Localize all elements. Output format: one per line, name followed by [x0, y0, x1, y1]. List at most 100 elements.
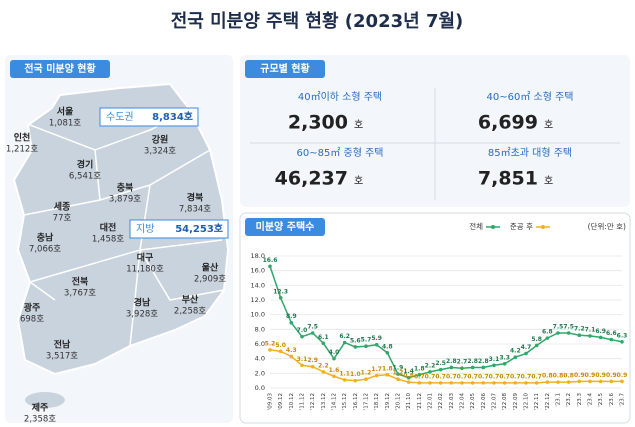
data-point [332, 356, 336, 361]
data-point [556, 380, 560, 384]
data-point [609, 379, 614, 384]
summary-name: 지방 [136, 223, 154, 235]
data-label: 6.8 [542, 329, 553, 336]
size-label: 40~60㎡ 소형 주택 [487, 91, 574, 103]
data-point [300, 334, 304, 339]
data-point [524, 381, 528, 385]
data-label: 5.9 [371, 335, 382, 342]
data-point [556, 331, 560, 335]
x-tick-label: '13.12 [321, 393, 327, 410]
data-point [566, 331, 571, 335]
y-tick-label: 12.0 [251, 296, 265, 304]
data-label: 2.8 [478, 358, 489, 365]
summary-box [99, 107, 199, 127]
region-name: 인천 [14, 133, 31, 144]
data-label: 2.2 [318, 362, 329, 369]
data-label: 0.8 [563, 373, 574, 380]
data-label: 16.6 [263, 257, 278, 264]
x-tick-label: '22.12 [545, 393, 551, 410]
data-point [300, 363, 304, 368]
page-title: 전국 미분양 주택 현황 (2023년 7월) [171, 11, 464, 32]
data-label: 0.9 [585, 372, 596, 379]
data-point [460, 381, 464, 385]
region-value: 2,258호 [174, 307, 206, 317]
region-name: 광주 [24, 302, 41, 314]
data-label: 8.9 [286, 313, 297, 320]
data-label: 1.2 [393, 370, 404, 377]
data-point [289, 320, 294, 325]
data-point [321, 370, 326, 374]
region-name: 서울 [57, 106, 74, 118]
data-point [524, 351, 528, 356]
region-name: 경기 [77, 159, 94, 171]
x-tick-label: '22.11 [534, 393, 540, 410]
data-point [481, 365, 486, 370]
data-point [406, 375, 411, 380]
x-tick-label: '16.12 [353, 393, 359, 410]
data-point [364, 344, 368, 349]
y-tick-label: 4.0 [255, 355, 265, 363]
data-label: 0.9 [617, 372, 628, 379]
data-point [310, 331, 315, 335]
region-name: 강원 [152, 134, 169, 146]
y-tick-label: 6.0 [255, 340, 265, 348]
data-point [545, 380, 550, 384]
x-tick-label: '10.12 [289, 393, 295, 410]
data-label: 7.5 [563, 324, 574, 331]
data-label: 1.7 [371, 366, 382, 373]
legend-dot [541, 225, 545, 229]
region-name: 대전 [100, 222, 117, 234]
data-point [502, 381, 507, 385]
data-label: 0.7 [510, 373, 521, 380]
size-unit: 호 [354, 119, 363, 131]
x-tick-label: '22.07 [492, 393, 498, 411]
data-label: 7.5 [307, 324, 318, 331]
size-label: 85㎡초과 대형 주택 [488, 147, 572, 159]
data-point [406, 380, 411, 384]
summary-value: 54,253호 [175, 222, 223, 235]
data-point [449, 381, 454, 385]
data-label: 4.0 [329, 349, 340, 356]
data-point [374, 373, 379, 378]
data-label: 0.7 [499, 373, 510, 380]
series-line [269, 349, 622, 384]
x-tick-label: '22.01 [428, 393, 434, 410]
region-value: 11,180호 [126, 265, 164, 275]
x-tick-label: '14.12 [332, 393, 338, 410]
data-point [598, 335, 603, 340]
data-label: 6.1 [318, 334, 329, 341]
region-value: 3,879호 [109, 195, 141, 205]
y-tick-label: 18.0 [251, 252, 265, 260]
data-point [588, 334, 592, 338]
data-point [588, 379, 592, 384]
data-label: 0.7 [467, 373, 478, 380]
region-value: 1,212호 [6, 145, 38, 155]
data-label: 0.8 [403, 373, 414, 380]
data-label: 1.1 [339, 370, 350, 377]
region-value: 3,324호 [144, 147, 176, 157]
y-tick-label: 8.0 [255, 325, 265, 333]
data-label: 7.5 [553, 324, 564, 331]
data-point [460, 366, 464, 371]
y-tick-label: 0.0 [255, 384, 265, 392]
region-borders [23, 109, 225, 347]
data-point [417, 381, 422, 385]
x-tick-label: '11.12 [300, 393, 306, 410]
data-point [598, 379, 603, 384]
jeju-map [25, 392, 65, 408]
data-point [268, 264, 272, 269]
region-value: 7,834호 [179, 205, 211, 215]
x-tick-label: '22.10 [524, 393, 530, 411]
data-label: 2.5 [435, 360, 446, 367]
data-label: 7.1 [585, 326, 596, 333]
y-tick-label: 16.0 [251, 267, 265, 275]
y-tick-label: 14.0 [251, 281, 265, 289]
data-label: 0.9 [574, 372, 585, 379]
data-point [428, 370, 432, 374]
data-point [566, 380, 571, 384]
data-point [353, 345, 358, 349]
data-point [534, 381, 539, 385]
data-point [470, 381, 475, 385]
y-tick-label: 2.0 [255, 369, 265, 377]
x-tick-label: '18.12 [374, 393, 380, 410]
